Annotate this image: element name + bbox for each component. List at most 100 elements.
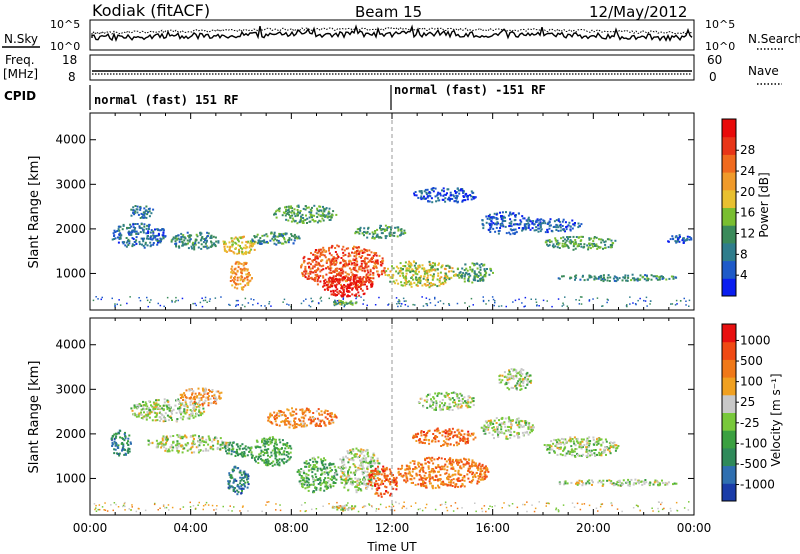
range-cell: [326, 287, 329, 290]
range-cell: [195, 406, 198, 408]
range-cell: [484, 476, 487, 479]
range-cell: [398, 299, 400, 301]
range-cell: [313, 265, 316, 268]
range-cell: [242, 483, 245, 486]
range-cell: [275, 210, 278, 213]
range-cell: [405, 481, 408, 484]
range-cell: [230, 448, 233, 451]
range-cell: [393, 234, 396, 237]
range-cell: [409, 461, 412, 464]
range-cell: [514, 215, 517, 218]
range-cell: [156, 407, 159, 410]
range-cell: [316, 424, 319, 427]
range-cell: [446, 469, 449, 472]
range-cell: [370, 469, 373, 472]
range-cell: [389, 226, 392, 229]
ytick-label: 3000: [55, 177, 86, 191]
range-cell: [399, 472, 402, 475]
range-cell: [231, 272, 234, 275]
range-cell: [671, 303, 674, 305]
range-cell: [136, 403, 139, 406]
range-cell: [572, 235, 575, 238]
range-cell: [245, 448, 248, 451]
range-cell: [227, 483, 230, 485]
range-cell: [166, 408, 169, 411]
range-cell: [254, 460, 257, 463]
range-cell: [122, 224, 125, 227]
range-cell: [232, 490, 235, 492]
range-cell: [322, 275, 325, 278]
range-cell: [308, 216, 311, 219]
range-cell: [186, 406, 189, 409]
range-cell: [338, 267, 341, 270]
range-cell: [178, 245, 180, 248]
range-cell: [273, 445, 276, 448]
range-cell: [342, 474, 345, 477]
range-cell: [196, 235, 199, 238]
range-cell: [190, 396, 192, 399]
range-cell: [413, 261, 416, 264]
range-cell: [533, 229, 536, 232]
range-cell: [366, 451, 369, 454]
range-cell: [285, 205, 288, 208]
range-cell: [194, 415, 197, 418]
range-cell: [144, 404, 147, 407]
range-cell: [461, 274, 464, 277]
range-cell: [382, 269, 385, 272]
range-cell: [192, 416, 195, 419]
range-cell: [519, 219, 522, 222]
range-cell: [198, 399, 201, 402]
range-cell: [302, 257, 305, 260]
range-cell: [410, 283, 413, 285]
range-cell: [437, 478, 439, 481]
range-cell: [338, 278, 341, 281]
range-cell: [349, 451, 352, 454]
range-cell: [304, 475, 307, 478]
range-cell: [537, 230, 540, 233]
range-cell: [504, 225, 507, 228]
range-cell: [436, 285, 439, 288]
range-cell: [389, 231, 392, 234]
range-cell: [346, 272, 349, 275]
range-cell: [363, 292, 366, 295]
range-cell: [385, 466, 388, 469]
range-cell: [335, 283, 338, 286]
range-cell: [250, 298, 252, 300]
range-cell: [221, 441, 224, 444]
range-cell: [461, 189, 464, 192]
range-cell: [567, 246, 570, 249]
range-cell: [341, 272, 344, 275]
range-cell: [182, 399, 184, 401]
range-cell: [560, 237, 562, 240]
range-cell: [591, 245, 594, 248]
range-cell: [456, 196, 458, 199]
colorbar-tick-label: 8: [740, 247, 748, 261]
range-cell: [233, 286, 236, 289]
range-cell: [402, 297, 405, 300]
range-cell: [656, 275, 659, 278]
range-cell: [679, 300, 682, 302]
range-cell: [201, 236, 204, 238]
range-cell: [180, 411, 183, 414]
range-cell: [341, 285, 344, 288]
range-cell: [395, 476, 398, 479]
range-cell: [355, 251, 358, 254]
range-cell: [309, 458, 312, 461]
range-cell: [212, 448, 215, 451]
range-cell: [213, 394, 216, 397]
range-cell: [319, 209, 321, 212]
range-cell: [415, 283, 418, 286]
range-cell: [210, 241, 213, 244]
range-cell: [319, 215, 322, 217]
range-cell: [464, 273, 467, 276]
range-cell: [330, 272, 333, 274]
range-cell: [136, 205, 139, 208]
range-cell: [114, 303, 116, 305]
range-cell: [286, 212, 289, 215]
range-cell: [468, 272, 471, 275]
range-cell: [524, 305, 526, 307]
range-cell: [231, 470, 234, 473]
range-cell: [310, 214, 313, 216]
range-cell: [330, 478, 333, 481]
range-cell: [179, 437, 182, 440]
